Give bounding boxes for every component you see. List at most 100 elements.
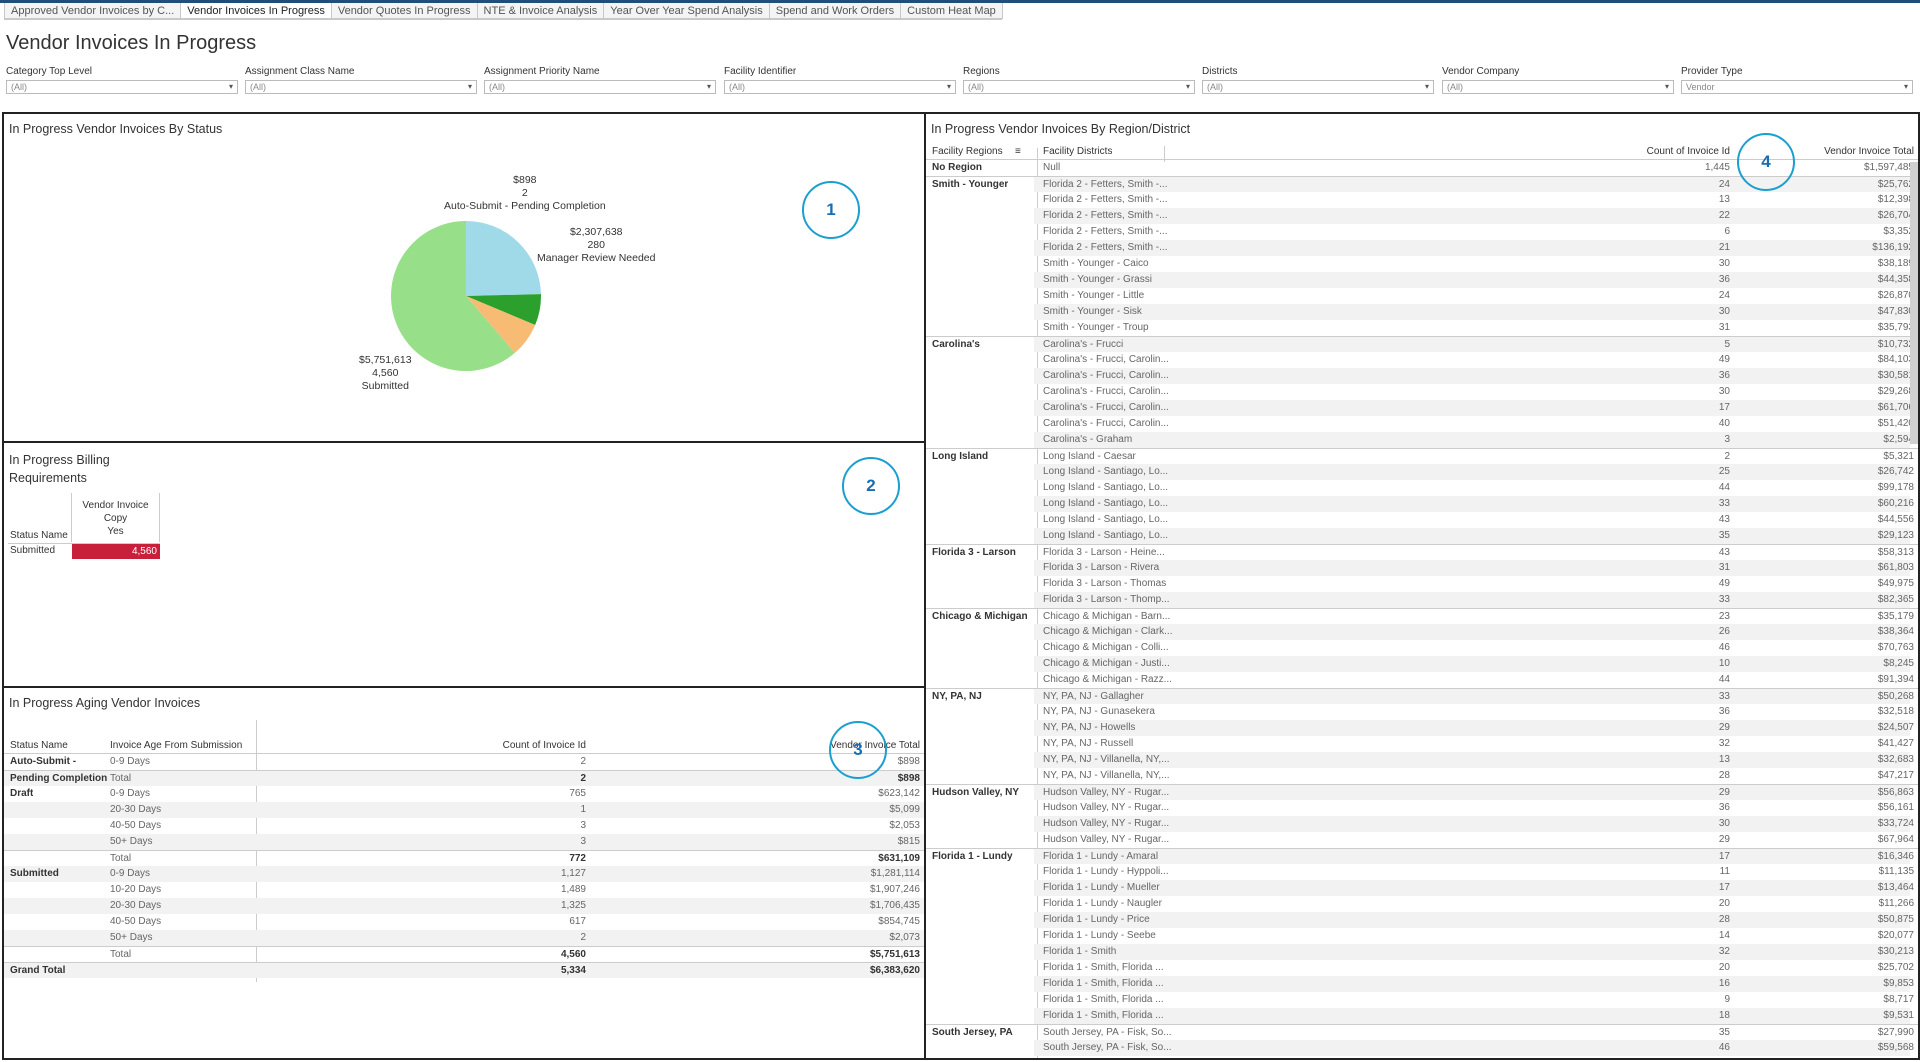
tab-1[interactable]: Vendor Invoices In Progress [180,3,332,19]
filter-dropdown[interactable]: (All) ▾ [1202,80,1434,94]
billing-value-cell[interactable]: 4,560 [72,544,160,559]
region-cell-count: 33 [1718,498,1730,509]
region-cell-total: $8,245 [1883,658,1914,669]
pie-slice-1[interactable] [466,221,541,296]
region-table-row: Hudson Valley, NY - Rugar... 29 $67,964 [926,832,1918,848]
region-cell-total: $30,213 [1877,946,1914,957]
filter-dropdown[interactable]: (All) ▾ [6,80,238,94]
region-cell-district: Florida 1 - Lundy - Hyppoli... [1043,866,1169,877]
region-cell-count: 44 [1718,674,1730,685]
tab-2[interactable]: Vendor Quotes In Progress [330,3,478,19]
pie-label-auto-value: $898 [513,174,537,186]
filter-label: Category Top Level [6,66,92,77]
region-cell-count: 24 [1718,179,1730,190]
region-cell-region: South Jersey, PA [932,1027,1013,1038]
billing-col-sub: Yes [107,526,124,537]
region-cell-district: Hudson Valley, NY - Rugar... [1043,787,1170,798]
tab-5[interactable]: Spend and Work Orders [768,3,902,19]
region-cell-district: Carolina's - Frucci [1043,339,1124,350]
row-band [1034,976,1910,992]
pie-label-auto: $898 2 Auto-Submit - Pending Completion [444,174,606,213]
aging-cell-status: Grand Total [10,965,66,976]
region-cell-total: $41,427 [1877,738,1914,749]
filter-dropdown[interactable]: (All) ▾ [1442,80,1674,94]
region-cell-district: Smith - Younger - Troup [1043,322,1149,333]
tab-4[interactable]: Year Over Year Spend Analysis [603,3,770,19]
aging-cell-total: $5,099 [889,804,920,815]
region-table-row: Chicago & Michigan - Clark... 26 $38,364 [926,624,1918,640]
filter-label: Provider Type [1681,66,1743,77]
pie-slice-2[interactable] [466,294,541,326]
region-cell-count: 20 [1718,898,1730,909]
aging-cell-total: $1,281,114 [870,868,920,879]
aging-cell-total: $5,751,613 [869,949,920,960]
region-cell-count: 29 [1718,834,1730,845]
region-table-row: Florida 3 - Larson - Rivera 31 $61,803 [926,560,1918,576]
region-cell-district: Florida 2 - Fetters, Smith -... [1043,226,1168,237]
region-cell-region: No Region [932,162,982,173]
tab-6[interactable]: Custom Heat Map [900,3,1003,19]
aging-table-row: Total 4,560 $5,751,613 [4,946,924,962]
chevron-down-icon: ▾ [1664,82,1669,91]
region-cell-total: $44,556 [1877,514,1914,525]
region-cell-district: South Jersey, PA - Fisk, So... [1043,1027,1172,1038]
sort-icon[interactable]: ≡ [1015,146,1021,157]
region-table-row: NY, PA, NJ - Russell 32 $41,427 [926,736,1918,752]
filter-dropdown[interactable]: (All) ▾ [724,80,956,94]
aging-cell-count: 765 [569,788,586,799]
region-header-districts: Facility Districts [1043,146,1113,157]
region-cell-district: Florida 2 - Fetters, Smith -... [1043,210,1168,221]
region-cell-district: Carolina's - Frucci, Carolin... [1043,418,1169,429]
region-table-row: Florida 1 - Smith, Florida ... 20 $25,702 [926,960,1918,976]
aging-table-row: 50+ Days 3 $815 [4,834,924,850]
region-table-row: Carolina's - Frucci, Carolin... 30 $29,268 [926,384,1918,400]
region-cell-count: 11 [1719,866,1730,877]
status-panel-title: In Progress Vendor Invoices By Status [9,122,223,136]
region-cell-region: Florida 3 - Larson [932,547,1016,558]
row-band [1034,208,1910,224]
region-cell-total: $24,507 [1877,722,1914,733]
region-panel: In Progress Vendor Invoices By Region/Di… [924,112,1920,1060]
chevron-down-icon: ▾ [1185,82,1190,91]
region-cell-count: 46 [1718,642,1730,653]
region-cell-total: $1,597,485 [1863,162,1914,173]
filter-label: Facility Identifier [724,66,797,77]
region-cell-total: $9,531 [1883,1010,1914,1021]
filter-dropdown[interactable]: (All) ▾ [963,80,1195,94]
region-table-row: Florida 3 - Larson - Thomp... 33 $82,365 [926,592,1918,608]
pie-label-submitted-name: Submitted [361,380,409,392]
region-cell-total: $26,742 [1877,466,1914,477]
aging-header-row: Status Name Invoice Age From Submission … [4,738,924,754]
region-cell-count: 29 [1718,787,1730,798]
region-table-row: Long Island Long Island - Caesar 2 $5,321 [926,448,1918,464]
region-table-row: Florida 3 - Larson Florida 3 - Larson - H… [926,544,1918,560]
pie-slice-3[interactable] [466,296,536,353]
region-cell-total: $20,077 [1877,930,1914,941]
region-cell-district: Florida 1 - Lundy - Seebe [1043,930,1156,941]
pie-slice-4[interactable] [391,221,515,372]
dashboard-tabs: Approved Vendor Invoices by C... Vendor I… [4,3,1003,20]
region-table-row: Florida 1 - Smith 32 $30,213 [926,944,1918,960]
tab-3[interactable]: NTE & Invoice Analysis [476,3,605,19]
region-scrollbar[interactable] [1910,162,1918,444]
region-cell-district: Hudson Valley, NY - Rugar... [1043,818,1170,829]
region-table-row: Carolina's - Frucci, Carolin... 36 $30,581 [926,368,1918,384]
status-pie-chart[interactable] [4,114,928,445]
chevron-down-icon: ▾ [467,82,472,91]
region-cell-count: 33 [1718,691,1730,702]
filter-dropdown[interactable]: (All) ▾ [484,80,716,94]
pie-label-submitted-value: $5,751,613 [359,354,412,366]
region-cell-count: 36 [1718,802,1730,813]
region-table-row: Smith - Younger - Grassi 36 $44,358 [926,272,1918,288]
tab-0[interactable]: Approved Vendor Invoices by C... [4,3,182,19]
region-table-row: Florida 3 - Larson - Thomas 49 $49,975 [926,576,1918,592]
aging-cell-count: 617 [569,916,586,927]
filter-4: Regions (All) ▾ [963,66,1195,94]
filter-dropdown[interactable]: (All) ▾ [245,80,477,94]
region-col-divider-2 [1164,146,1165,162]
billing-row-label: Submitted [10,545,56,556]
filter-dropdown[interactable]: Vendor ▾ [1681,80,1913,94]
region-cell-total: $58,313 [1877,547,1914,558]
aging-cell-age: 40-50 Days [110,916,162,927]
aging-cell-age: 0-9 Days [110,868,151,879]
